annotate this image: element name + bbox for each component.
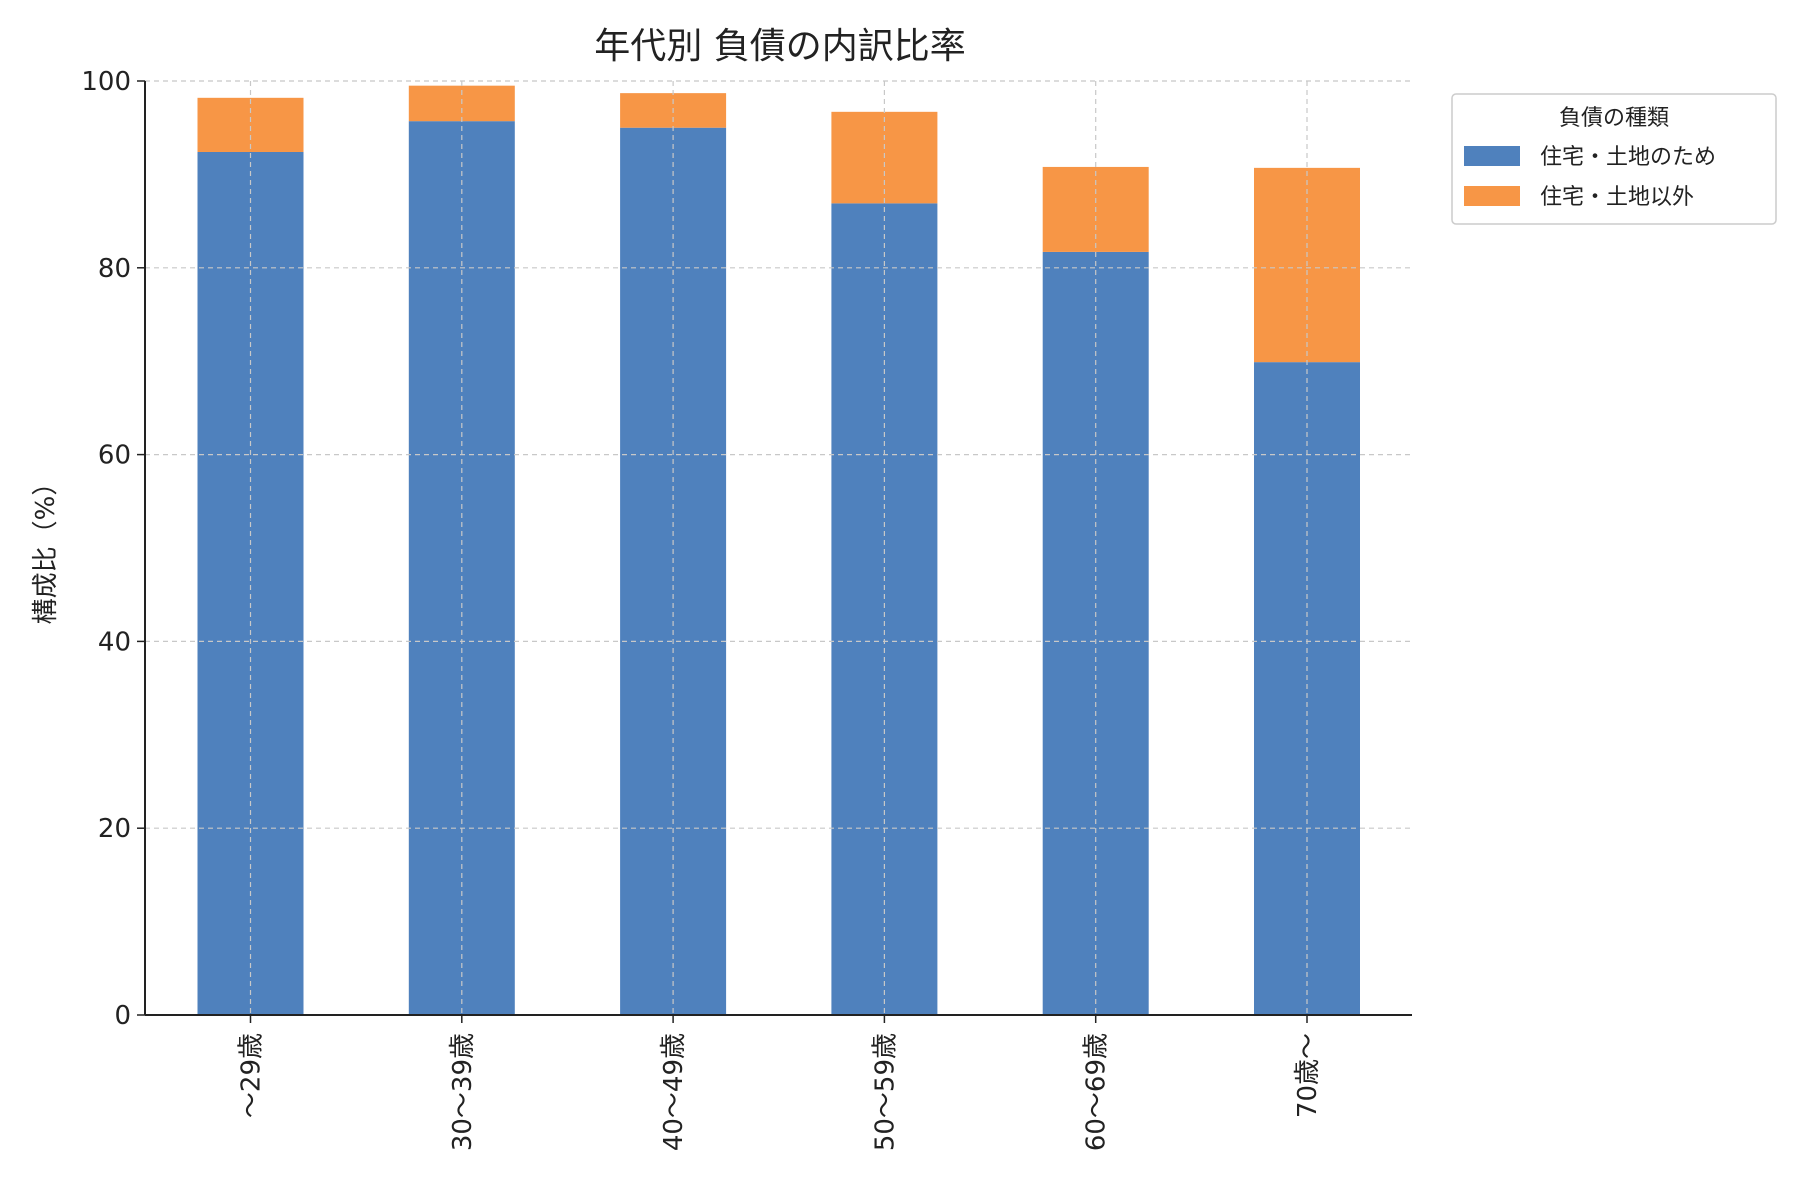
y-tick-label: 0 bbox=[114, 1001, 131, 1031]
x-tick-label: 40〜49歳 bbox=[659, 1033, 689, 1151]
y-axis-ticks: 0 20 40 60 80 100 bbox=[81, 67, 145, 1031]
x-tick-label: 50〜59歳 bbox=[870, 1033, 900, 1151]
grid-lines bbox=[145, 80, 1412, 1015]
legend-swatch-housing bbox=[1464, 146, 1520, 166]
bar-segment-housing bbox=[831, 203, 938, 1015]
bar-segment-housing bbox=[197, 151, 304, 1015]
x-axis-ticks: 〜29歳 30〜39歳 40〜49歳 50〜59歳 60〜69歳 70歳〜 bbox=[237, 1015, 1323, 1151]
x-tick-label: 〜29歳 bbox=[237, 1033, 267, 1118]
legend-label-housing: 住宅・土地のため bbox=[1540, 145, 1716, 170]
y-tick-label: 60 bbox=[98, 441, 131, 471]
y-tick-label: 20 bbox=[98, 814, 131, 844]
y-tick-label: 80 bbox=[98, 254, 131, 284]
bar-segment-other bbox=[197, 97, 304, 152]
x-tick-label: 70歳〜 bbox=[1293, 1033, 1323, 1118]
legend-label-other: 住宅・土地以外 bbox=[1540, 185, 1694, 210]
y-tick-label: 100 bbox=[81, 67, 131, 97]
x-tick-label: 60〜69歳 bbox=[1082, 1033, 1112, 1151]
legend-title: 負債の種類 bbox=[1559, 106, 1669, 131]
y-axis-label: 構成比（%） bbox=[31, 470, 61, 625]
legend-swatch-other bbox=[1464, 186, 1520, 206]
bars bbox=[197, 85, 1360, 1016]
y-tick-label: 40 bbox=[98, 627, 131, 657]
chart-title: 年代別 負債の内訳比率 bbox=[594, 26, 965, 67]
axes bbox=[144, 81, 1412, 1016]
legend-frame bbox=[1451, 93, 1777, 225]
x-tick-label: 30〜39歳 bbox=[448, 1033, 478, 1151]
legend: 負債の種類 住宅・土地のため 住宅・土地以外 bbox=[1451, 93, 1777, 225]
